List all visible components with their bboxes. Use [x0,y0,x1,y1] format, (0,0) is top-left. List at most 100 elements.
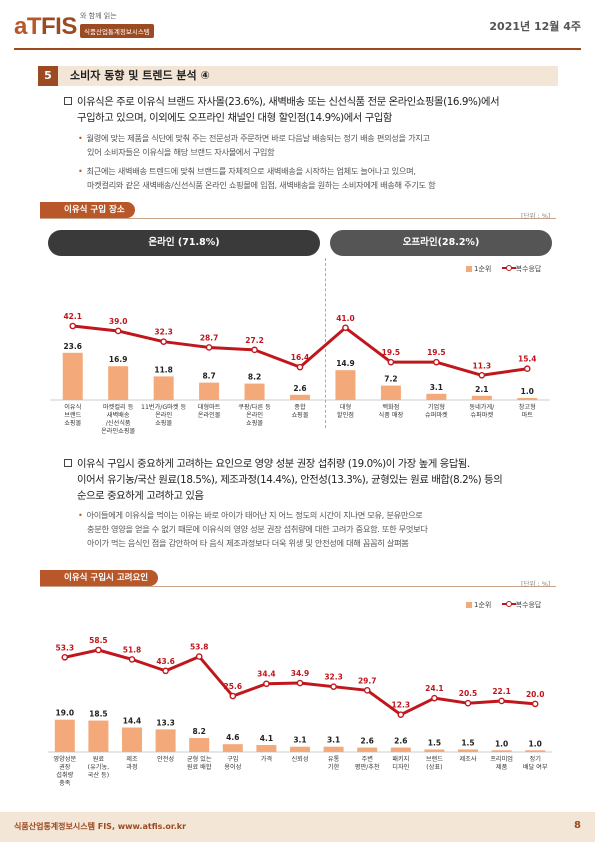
bar [153,376,174,400]
bar-value-label: 18.5 [89,710,108,719]
bar-value-label: 13.3 [156,718,175,727]
category-tick-label: 쇼핑몰 [291,411,308,419]
bar [88,720,109,752]
line-point [363,687,371,694]
category-tick-label: 대형 [340,403,351,411]
category-tick-label: 가격 [261,755,272,763]
bar-value-label: 8.7 [202,372,215,381]
atfis-logo[interactable]: aTFIS [14,13,77,40]
line-point [531,700,539,708]
category-tick-label: 프리미엄 [490,755,513,763]
bar [471,395,492,400]
bar [390,747,411,752]
line-value-label: 15.4 [518,355,537,364]
page-number: 8 [574,820,581,831]
category-tick-label: 평판/추천 [355,763,380,771]
line-point [431,694,438,702]
bar [244,383,265,400]
category-tick-label: 주변 [362,755,374,763]
category-tick-label: 슈퍼마켓 [425,411,448,419]
line-point [251,346,258,354]
category-tick-label: 영양성분 [53,755,76,763]
line-point [69,322,77,330]
section-number: 5 [38,66,58,86]
bar-swatch-icon [466,602,472,608]
category-tick-label: 새벽배송 [107,411,130,419]
bar-value-label: 3.1 [293,736,306,745]
bar [380,385,401,400]
category-tick-label: 온라인몰 [198,411,221,419]
category-tick-label: 브랜드 [426,755,443,763]
online-category-bar: 온라인 (71.8%) [48,230,320,256]
bar [491,750,512,752]
bar-value-label: 14.4 [123,717,142,726]
bar-value-label: 3.1 [430,383,443,392]
category-tick-label: 안전성 [157,755,174,763]
line-value-label: 43.6 [156,657,175,666]
bar [357,747,378,752]
line-point [464,699,472,707]
line-point [330,683,337,690]
category-tick-label: 유통 [328,756,340,763]
bar-value-label: 4.6 [226,733,239,742]
section-title-bar: 5 소비자 동향 및 트렌드 분석 ④ [38,66,558,86]
line-value-label: 32.3 [324,673,343,682]
category-tick-label: 과정 [126,763,137,771]
line-value-label: 53.3 [56,643,75,652]
line-point [478,371,486,379]
summary-paragraph-1: 이유식은 주로 이유식 브랜드 자사몰(23.6%), 새벽배송 또는 신선식품… [64,94,569,126]
category-tick-label: 할인점 [337,411,354,419]
chart2-legend: 1순위 복수응답 [466,600,541,610]
bar-value-label: 11.8 [154,365,173,374]
bar [155,729,176,752]
category-tick-label: 쇼핑몰 [155,419,172,427]
bullet-dot-icon: • [78,166,83,176]
category-tick-label: /신선식품 [106,419,131,427]
chart1-unit: [단위 : %] [521,212,551,220]
line-point [296,679,304,687]
category-tick-label: (상표) [426,763,442,771]
bar [290,394,310,400]
bar [335,370,356,400]
bar [323,746,344,752]
chart1-legend: 1순위 복수응답 [466,264,541,274]
line-value-label: 12.3 [392,701,411,710]
chart2-svg: 19.0 18.5 14.4 13.3 8.2 4.6 4.1 3.1 3.1 2.6 2.6 1.5… [48,636,552,787]
category-tick-label: 식품 매장 [379,411,404,419]
category-tick-label: 신뢰성 [291,755,308,763]
bar-value-label: 8.2 [193,727,206,736]
bar-value-label: 1.5 [428,738,441,747]
category-tick-label: 섭취량 [56,771,73,779]
bar-value-label: 2.1 [475,385,488,394]
category-tick-label: 온라인 [246,411,263,419]
category-tick-label: 원료 배합 [187,763,212,771]
category-tick-label: 제조 [126,755,138,763]
bar-value-label: 1.0 [495,739,508,748]
offline-category-bar: 오프라인(28.2%) [330,230,552,256]
footer-text[interactable]: 식품산업통계정보시스템 FIS, www.atfis.or.kr [14,822,187,831]
category-tick-label: 국산 등) [88,771,109,779]
checkbox-square-icon [64,97,72,105]
category-tick-label: 쇼핑몰 [246,419,263,427]
line-value-label: 22.1 [492,687,511,696]
section-title: 소비자 동향 및 트렌드 분석 ④ [70,69,210,82]
category-tick-label: 정기 [530,755,541,763]
line-point [229,692,237,700]
line-point [498,697,505,705]
category-tick-label: 용이성 [224,763,241,771]
bar-value-label: 1.0 [529,739,542,748]
logo-subtitle: 식품산업통계정보시스템 [80,24,154,38]
line-point [95,646,102,654]
line-value-label: 42.1 [63,312,82,321]
category-tick-label: 창고형 [519,403,536,411]
chart1-rule [40,218,556,219]
bar-value-label: 1.5 [461,738,474,747]
bar-value-label: 2.6 [361,737,374,746]
bullet-dot-icon: • [78,133,83,143]
line-value-label: 27.2 [245,336,264,345]
page-footer: 식품산업통계정보시스템 FIS, www.atfis.or.kr 8 [0,812,595,842]
line-value-label: 20.5 [459,689,478,698]
bar [122,727,142,752]
category-tick-label: 구입 [227,755,238,763]
line-point [162,667,169,675]
